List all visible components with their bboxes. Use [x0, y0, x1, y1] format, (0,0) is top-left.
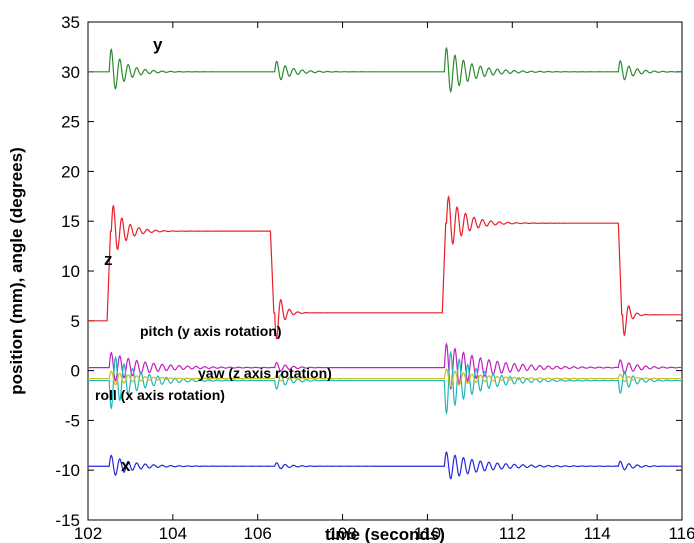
y-tick-label: 25 [61, 113, 80, 132]
x-axis-title: time (seconds) [325, 525, 445, 543]
axis-ticks [87, 21, 683, 521]
y-tick-label: -10 [55, 461, 80, 480]
y-tick-label: 15 [61, 212, 80, 231]
y-tick-label: -5 [65, 411, 80, 430]
y-axis-title: position (mm), angle (degrees) [7, 147, 26, 394]
annotation-label: yaw (z axis rotation) [198, 365, 332, 381]
y-tick-label: 10 [61, 262, 80, 281]
annotation-layer: y z pitch (y axis rotation) yaw (z axis rot… [95, 35, 332, 475]
series-layer [88, 46, 683, 480]
series-line-3 [88, 350, 683, 416]
axis-tick-labels: 102 104 106 108 110 112 114 116 -15 -10 -5 0 5 10 15 20… [55, 13, 694, 543]
x-tick-label: 114 [584, 524, 611, 543]
annotation-label: x [121, 456, 131, 475]
x-tick-label: 106 [244, 524, 272, 543]
annotation-label: y [153, 35, 163, 54]
y-tick-label: 0 [71, 362, 80, 381]
series-line-2 [88, 342, 683, 391]
x-tick-label: 108 [328, 524, 356, 543]
y-tick-label: -15 [55, 511, 80, 530]
plot-frame [87, 21, 683, 521]
x-tick-label: 102 [74, 524, 102, 543]
y-tick-label: 5 [71, 312, 80, 331]
x-tick-label: 112 [499, 524, 526, 543]
y-tick-label: 20 [61, 162, 80, 181]
series-line-4 [88, 368, 683, 388]
series-line-0 [88, 46, 683, 93]
x-tick-label: 110 [414, 524, 441, 543]
y-tick-label: 30 [61, 63, 80, 82]
annotation-label: roll (x axis rotation) [95, 387, 225, 403]
y-tick-label: 35 [61, 13, 80, 32]
series-line-1 [88, 195, 682, 340]
series-line-5 [88, 451, 683, 480]
x-tick-label: 116 [668, 524, 694, 543]
x-tick-label: 104 [159, 524, 187, 543]
annotation-label: pitch (y axis rotation) [140, 323, 282, 339]
annotation-label: z [104, 250, 113, 269]
